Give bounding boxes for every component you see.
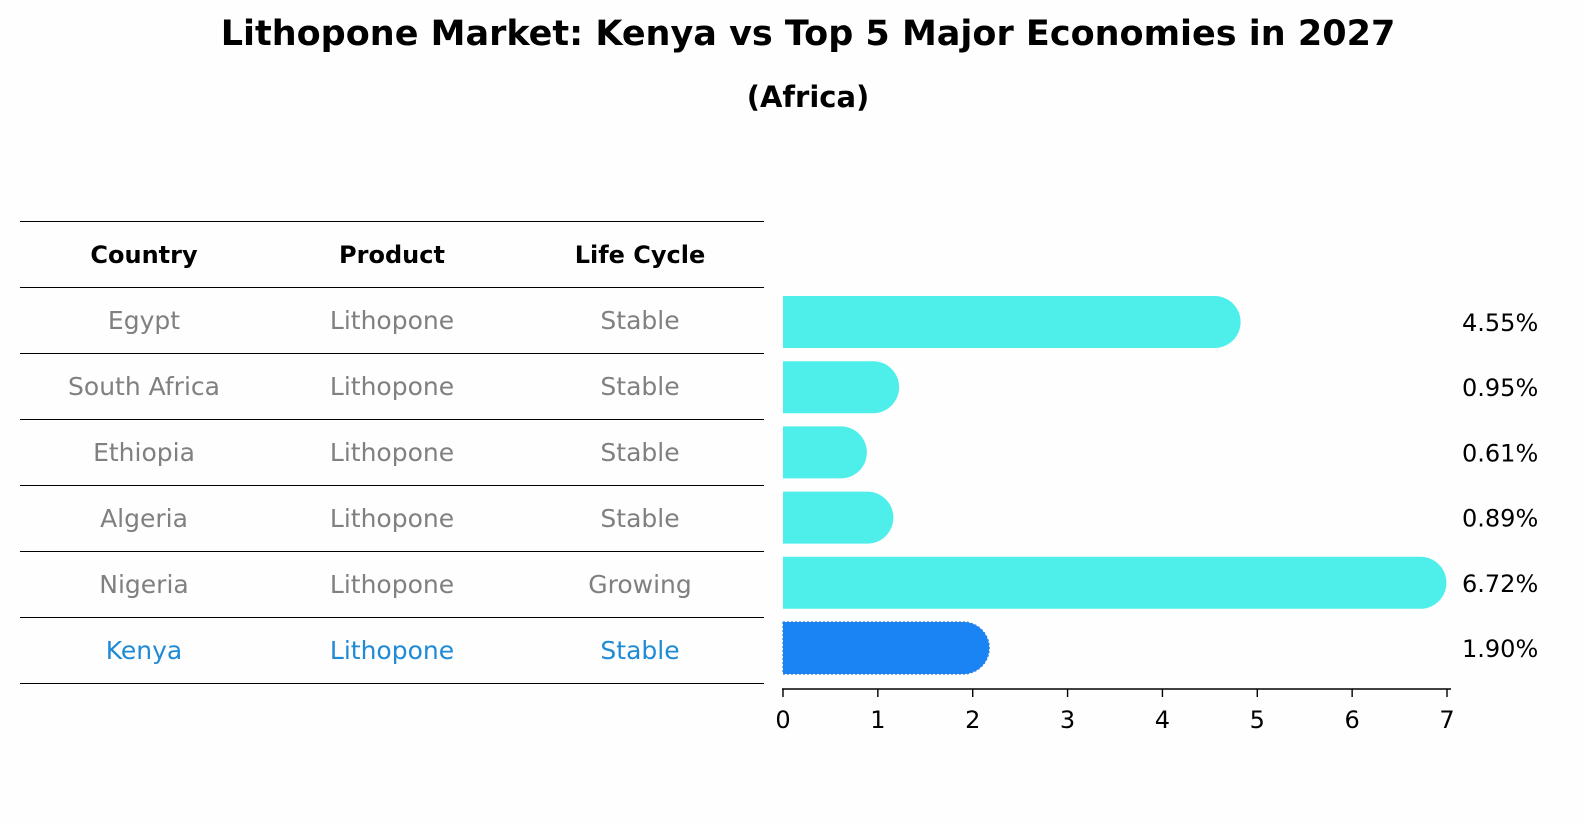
- cell-product: Lithopone: [268, 287, 516, 354]
- country-table: Country Product Life Cycle Egypt Lithopo…: [20, 221, 764, 684]
- bar-kenya: [782, 621, 990, 675]
- table-row: Algeria Lithopone Stable: [20, 485, 764, 552]
- x-tick-label: 1: [870, 706, 885, 734]
- bar-egypt: [783, 296, 1241, 348]
- bar-algeria: [783, 491, 894, 544]
- x-tick-label: 6: [1345, 706, 1360, 734]
- x-tick-label: 2: [965, 706, 980, 734]
- bar-nigeria: [783, 556, 1447, 609]
- cell-country: Egypt: [20, 287, 268, 354]
- cell-country: Algeria: [20, 485, 268, 552]
- bar-value-label: 1.90%: [1462, 635, 1538, 663]
- cell-life-cycle: Growing: [516, 551, 764, 618]
- cell-product: Lithopone: [268, 617, 516, 684]
- cell-life-cycle: Stable: [516, 287, 764, 354]
- cell-country: South Africa: [20, 353, 268, 420]
- cell-product: Lithopone: [268, 353, 516, 420]
- cell-country: Nigeria: [20, 551, 268, 618]
- cell-life-cycle: Stable: [516, 419, 764, 486]
- cell-country: Kenya: [20, 617, 268, 684]
- cell-product: Lithopone: [268, 551, 516, 618]
- header-country: Country: [20, 221, 268, 288]
- bar-value-label: 0.61%: [1462, 439, 1538, 467]
- bar-value-label: 6.72%: [1462, 570, 1538, 598]
- table-row: South Africa Lithopone Stable: [20, 353, 764, 420]
- data-table: Country Product Life Cycle Egypt Lithopo…: [20, 221, 764, 684]
- bar-ethiopia: [783, 426, 867, 479]
- table-row: Ethiopia Lithopone Stable: [20, 419, 764, 486]
- bar-value-label: 4.55%: [1462, 309, 1538, 337]
- bar-value-label: 0.95%: [1462, 374, 1538, 402]
- chart-title: Lithopone Market: Kenya vs Top 5 Major E…: [220, 14, 1396, 54]
- table-header-row: Country Product Life Cycle: [20, 221, 764, 288]
- cell-product: Lithopone: [268, 419, 516, 486]
- table-row: Nigeria Lithopone Growing: [20, 551, 764, 618]
- x-tick-label: 4: [1155, 706, 1170, 734]
- cell-life-cycle: Stable: [516, 617, 764, 684]
- x-tick-label: 0: [775, 706, 790, 734]
- table-row-highlight: Kenya Lithopone Stable: [20, 617, 764, 684]
- x-tick-label: 3: [1060, 706, 1075, 734]
- cell-country: Ethiopia: [20, 419, 268, 486]
- x-tick-label: 7: [1439, 706, 1454, 734]
- cell-life-cycle: Stable: [516, 353, 764, 420]
- bar-south-africa: [783, 361, 900, 414]
- cell-life-cycle: Stable: [516, 485, 764, 552]
- x-tick-label: 5: [1250, 706, 1265, 734]
- table-row: Egypt Lithopone Stable: [20, 287, 764, 354]
- bar-value-label: 0.89%: [1462, 505, 1538, 533]
- header-life-cycle: Life Cycle: [516, 221, 764, 288]
- cell-product: Lithopone: [268, 485, 516, 552]
- header-product: Product: [268, 221, 516, 288]
- chart-subtitle: (Africa): [746, 80, 870, 114]
